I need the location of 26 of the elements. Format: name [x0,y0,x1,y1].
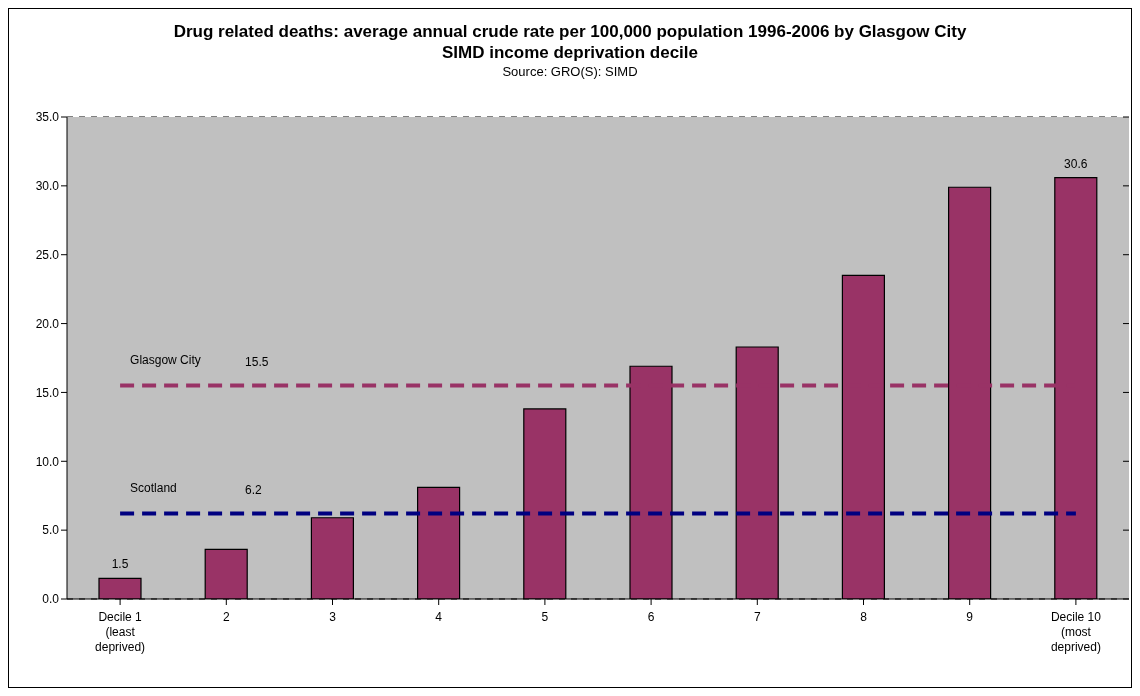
y-tick-label: 10.0 [35,454,60,469]
x-tick-label: Decile 1 (least deprived) [95,610,146,654]
x-tick-label: 4 [435,610,443,624]
y-tick-label: 30.0 [35,179,60,194]
y-tick-label: 25.0 [35,247,60,262]
y-tick-label: 0.0 [42,592,60,607]
ref-line-label: Scotland [130,480,177,495]
x-tick-label: 5 [541,610,549,624]
y-tick-label: 15.0 [35,385,60,400]
data-label: 1.5 [111,557,129,572]
ref-line-label: Glasgow City [130,352,201,367]
annotation: 15.5 [245,354,269,369]
x-tick-label: 8 [860,610,868,624]
x-tick-label: 6 [647,610,655,624]
data-label: 30.6 [1064,156,1088,171]
x-tick-label: Decile 10 (most deprived) [1050,610,1102,654]
y-tick-label: 5.0 [42,523,60,538]
x-tick-label: 3 [329,610,337,624]
chart-title: Drug related deaths: average annual crude rate per 100,000 population 1996-2006 by Glasgow City SIMD income deprivation decile [172,21,968,63]
x-tick-label: 2 [222,610,230,624]
chart-subtitle: Source: GRO(S): SIMD [501,64,639,79]
annotation: 6.2 [245,482,263,497]
y-tick-label: 35.0 [35,110,60,125]
y-tick-label: 20.0 [35,316,60,331]
x-tick-label: 7 [753,610,761,624]
x-tick-label: 9 [966,610,974,624]
